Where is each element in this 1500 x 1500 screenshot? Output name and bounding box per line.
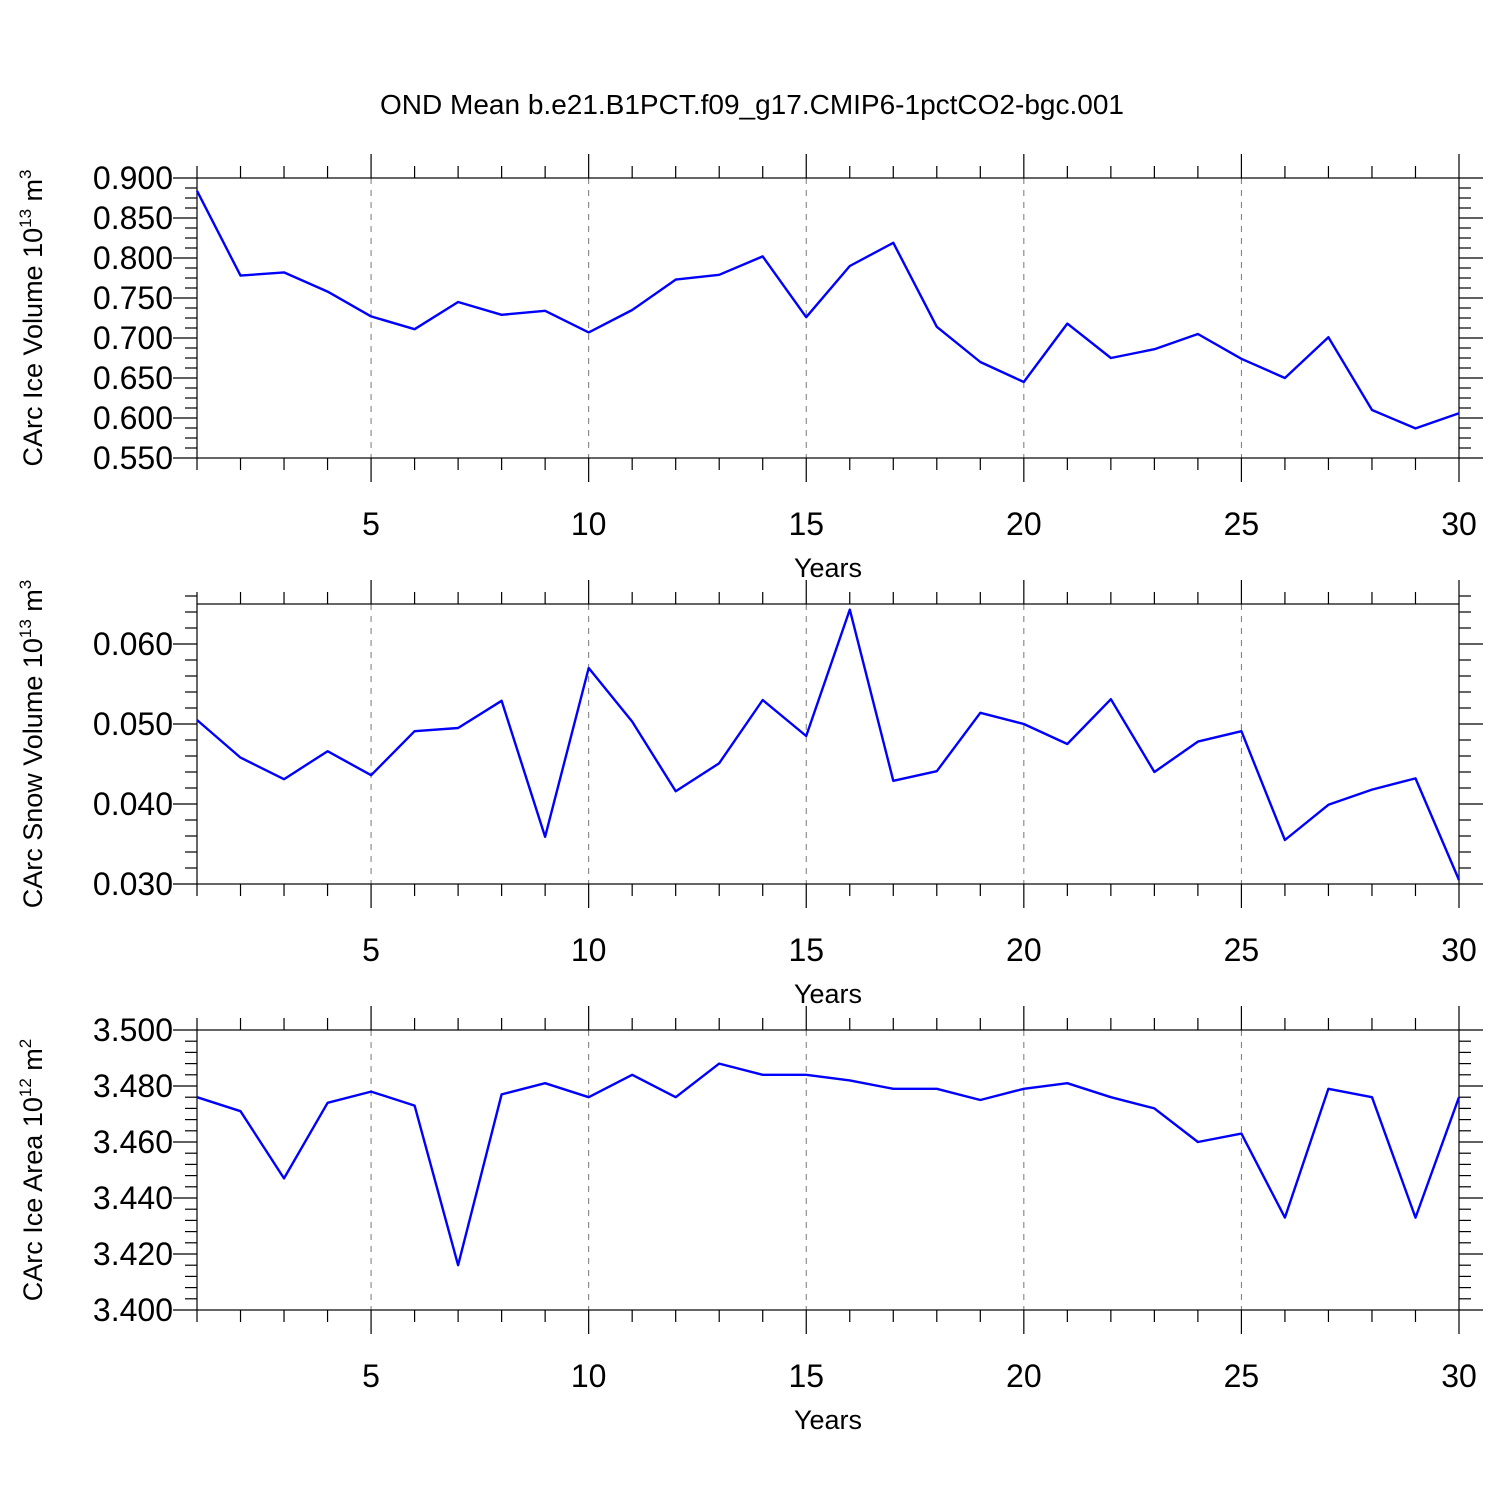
x-tick-label: 25 <box>1224 506 1260 542</box>
y-tick-label: 3.400 <box>93 1292 173 1328</box>
y-tick-label: 3.440 <box>93 1180 173 1216</box>
plot-frame <box>196 177 1460 459</box>
panels: 5 10 15 20 25 300.5500.6000.6500.7000.7500.80… <box>16 154 1483 1435</box>
y-tick-label: 3.420 <box>93 1236 173 1272</box>
y-axis-label-superscript: 3 <box>16 169 35 178</box>
y-tick-label: 0.050 <box>93 706 173 742</box>
y-tick-label: 3.500 <box>93 1012 173 1048</box>
y-axis-label: CArc Ice Area 1012 m2 <box>16 1039 48 1302</box>
y-tick-label: 0.040 <box>93 786 173 822</box>
y-axis-label-text: CArc Ice Area 10 <box>18 1097 48 1301</box>
x-tick-label: 30 <box>1441 932 1477 968</box>
series-line <box>196 608 1461 881</box>
y-tick-label: 0.600 <box>93 400 173 436</box>
x-tick-label: 20 <box>1006 506 1042 542</box>
y-tick-label: 0.550 <box>93 440 173 476</box>
x-tick-label: 30 <box>1441 1358 1477 1394</box>
y-tick-label: 0.700 <box>93 320 173 356</box>
x-tick-label: 5 <box>362 1358 380 1394</box>
y-axis-label-text: m <box>18 1048 48 1078</box>
chart-title: OND Mean b.e21.B1PCT.f09_g17.CMIP6-1pctC… <box>380 89 1124 120</box>
plot-frame <box>196 1029 1460 1311</box>
y-axis-label: CArc Ice Volume 1013 m3 <box>16 169 48 466</box>
panel-3: 5 10 15 20 25 30 3.400 3.420 3.440 3.460 3.480 3.50… <box>16 1006 1483 1435</box>
y-tick-label: 3.480 <box>93 1068 173 1104</box>
x-tick-label: 15 <box>788 1358 824 1394</box>
plot-frame <box>196 603 1460 885</box>
series-line <box>196 1062 1461 1267</box>
x-tick-label: 5 <box>362 932 380 968</box>
x-tick-label: 5 <box>362 506 380 542</box>
series-line <box>195 190 1460 430</box>
y-tick-label: 0.800 <box>93 240 173 276</box>
x-tick-label: 20 <box>1006 932 1042 968</box>
x-axis-label: Years <box>794 1405 862 1435</box>
x-tick-label: 25 <box>1224 1358 1260 1394</box>
x-tick-label: 10 <box>571 506 607 542</box>
x-tick-label: 10 <box>571 1358 607 1394</box>
y-axis-label-superscript: 12 <box>16 1078 35 1097</box>
y-axis-label-superscript: 13 <box>16 619 35 638</box>
x-axis-label: Years <box>794 553 862 583</box>
panel-1: 5 10 15 20 25 30 0.550 0.600 0.650 0.700 0.750 0.80… <box>16 154 1483 583</box>
x-axis-label: Years <box>794 979 862 1009</box>
y-axis-label-text: CArc Snow Volume 10 <box>18 638 48 908</box>
y-tick-label: 0.900 <box>93 160 173 196</box>
y-axis-label: CArc Snow Volume 1013 m3 <box>16 580 48 909</box>
y-tick-label: 3.460 <box>93 1124 173 1160</box>
x-tick-label: 15 <box>788 932 824 968</box>
y-tick-label: 0.030 <box>93 866 173 902</box>
y-axis-label-text: CArc Ice Volume 10 <box>18 228 48 467</box>
y-axis-label-text: m <box>18 179 48 209</box>
x-tick-label: 15 <box>788 506 824 542</box>
y-axis-label-superscript: 3 <box>16 580 35 589</box>
y-tick-label: 0.850 <box>93 200 173 236</box>
y-axis-label-text: m <box>18 589 48 619</box>
y-axis-label-superscript: 2 <box>16 1039 35 1048</box>
panel-2: 5 10 15 20 25 30 0.030 0.040 0.050 0.060 Years CArc… <box>16 580 1483 1009</box>
x-tick-label: 25 <box>1224 932 1260 968</box>
y-axis-label-superscript: 13 <box>16 209 35 228</box>
x-tick-label: 30 <box>1441 506 1477 542</box>
y-tick-label: 0.750 <box>93 280 173 316</box>
x-tick-label: 20 <box>1006 1358 1042 1394</box>
x-tick-label: 10 <box>571 932 607 968</box>
y-tick-label: 0.650 <box>93 360 173 396</box>
y-tick-label: 0.060 <box>93 626 173 662</box>
